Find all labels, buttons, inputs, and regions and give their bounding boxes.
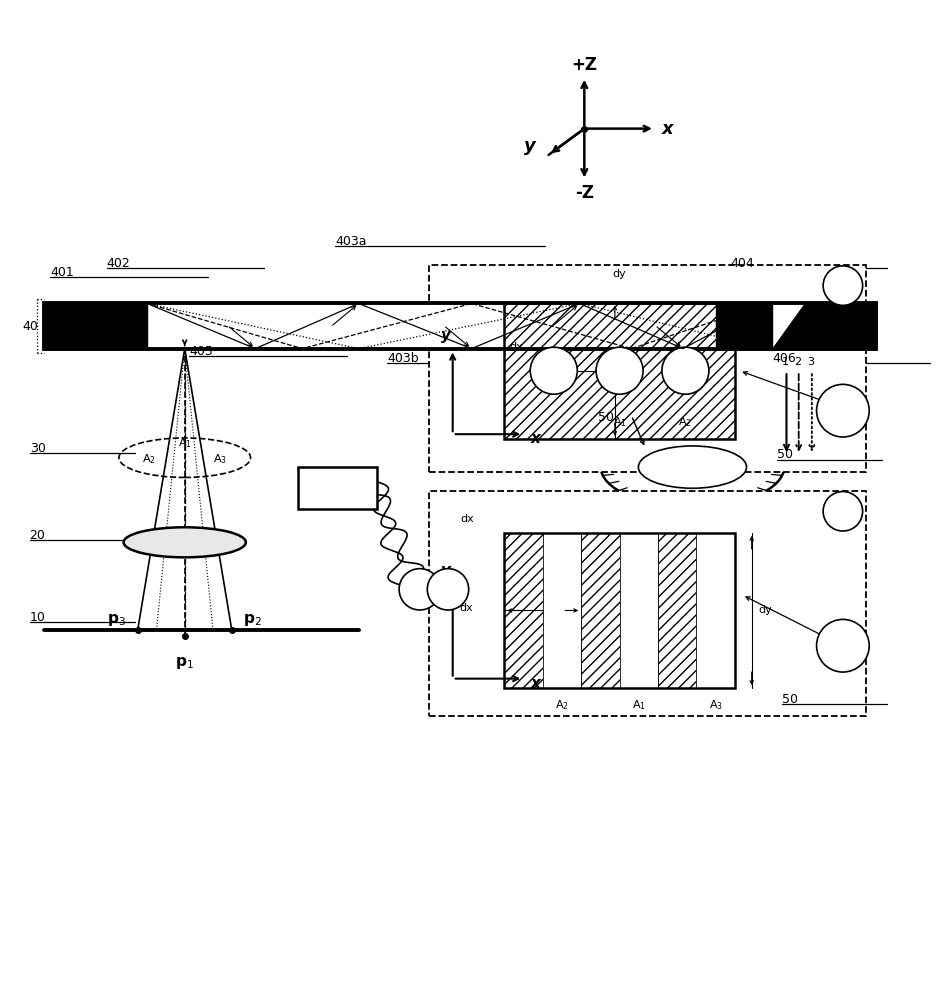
Text: A$_2$: A$_2$ [555,698,569,712]
Circle shape [817,619,869,672]
Text: 3: 3 [807,357,814,367]
Bar [658,533,696,688]
Polygon shape [43,303,147,349]
Text: 403a: 403a [335,235,367,248]
Bar [543,533,581,688]
Text: A$_1$: A$_1$ [613,415,626,429]
Bar [505,303,735,439]
Bar [620,533,658,688]
Text: dy: dy [758,605,772,615]
Text: A$_1$: A$_1$ [632,698,646,712]
Text: x: x [661,120,673,138]
Circle shape [817,384,869,437]
Text: 2: 2 [443,582,453,596]
Text: 50: 50 [599,411,615,424]
Text: x: x [531,676,540,691]
Text: A$_3$: A$_3$ [708,698,722,712]
Bar [581,533,620,688]
Text: 2: 2 [794,357,802,367]
Text: dx: dx [460,514,474,524]
Text: dx: dx [509,342,522,352]
Text: +Z: +Z [571,56,597,74]
Circle shape [823,492,863,531]
Text: 50: 50 [777,448,793,461]
Ellipse shape [638,446,747,488]
Text: y: y [524,137,536,155]
Text: A$_1$: A$_1$ [178,436,191,450]
Text: 1: 1 [838,279,847,292]
Text: $\mathbf{p}_1$: $\mathbf{p}_1$ [175,655,194,671]
Text: 50: 50 [782,693,798,706]
Circle shape [530,347,577,394]
Text: A$_3$: A$_3$ [213,453,227,466]
Text: 403b: 403b [387,352,419,365]
Polygon shape [772,303,876,349]
Text: 1: 1 [415,582,424,596]
Text: dx: dx [459,603,473,613]
Polygon shape [716,303,772,349]
Text: 402: 402 [107,257,130,270]
Text: 404: 404 [730,257,753,270]
Text: A$_2$: A$_2$ [678,415,692,429]
Text: D$_p$: D$_p$ [835,402,851,419]
Bar [696,533,735,688]
Text: y: y [441,328,451,343]
Circle shape [596,347,643,394]
Circle shape [427,569,469,610]
Text: 2: 2 [838,505,847,518]
Text: 10: 10 [29,611,45,624]
Text: 405: 405 [190,345,213,358]
Bar [505,533,735,688]
Bar [429,491,867,716]
Text: x: x [531,431,540,446]
Bar [505,533,543,688]
Bar [429,265,867,472]
Text: 30: 30 [29,442,45,455]
Text: D$_p$: D$_p$ [835,638,851,654]
Text: 60: 60 [329,481,346,495]
Text: 1: 1 [782,357,788,367]
Circle shape [399,569,440,610]
Text: A$_2$: A$_2$ [142,453,156,466]
Bar [298,467,377,509]
Text: 401: 401 [50,266,74,279]
Text: dy: dy [613,269,626,279]
Ellipse shape [601,427,785,507]
Ellipse shape [124,527,246,557]
Text: $\mathbf{p}_2$: $\mathbf{p}_2$ [243,612,262,628]
Text: y: y [441,563,451,578]
Circle shape [662,347,709,394]
Text: -Z: -Z [575,184,594,202]
Bar [43,303,876,349]
Text: 20: 20 [29,529,45,542]
Text: 40: 40 [22,320,38,333]
Text: $\mathbf{p}_3$: $\mathbf{p}_3$ [108,612,126,628]
Text: 406: 406 [772,352,796,365]
Circle shape [823,266,863,305]
